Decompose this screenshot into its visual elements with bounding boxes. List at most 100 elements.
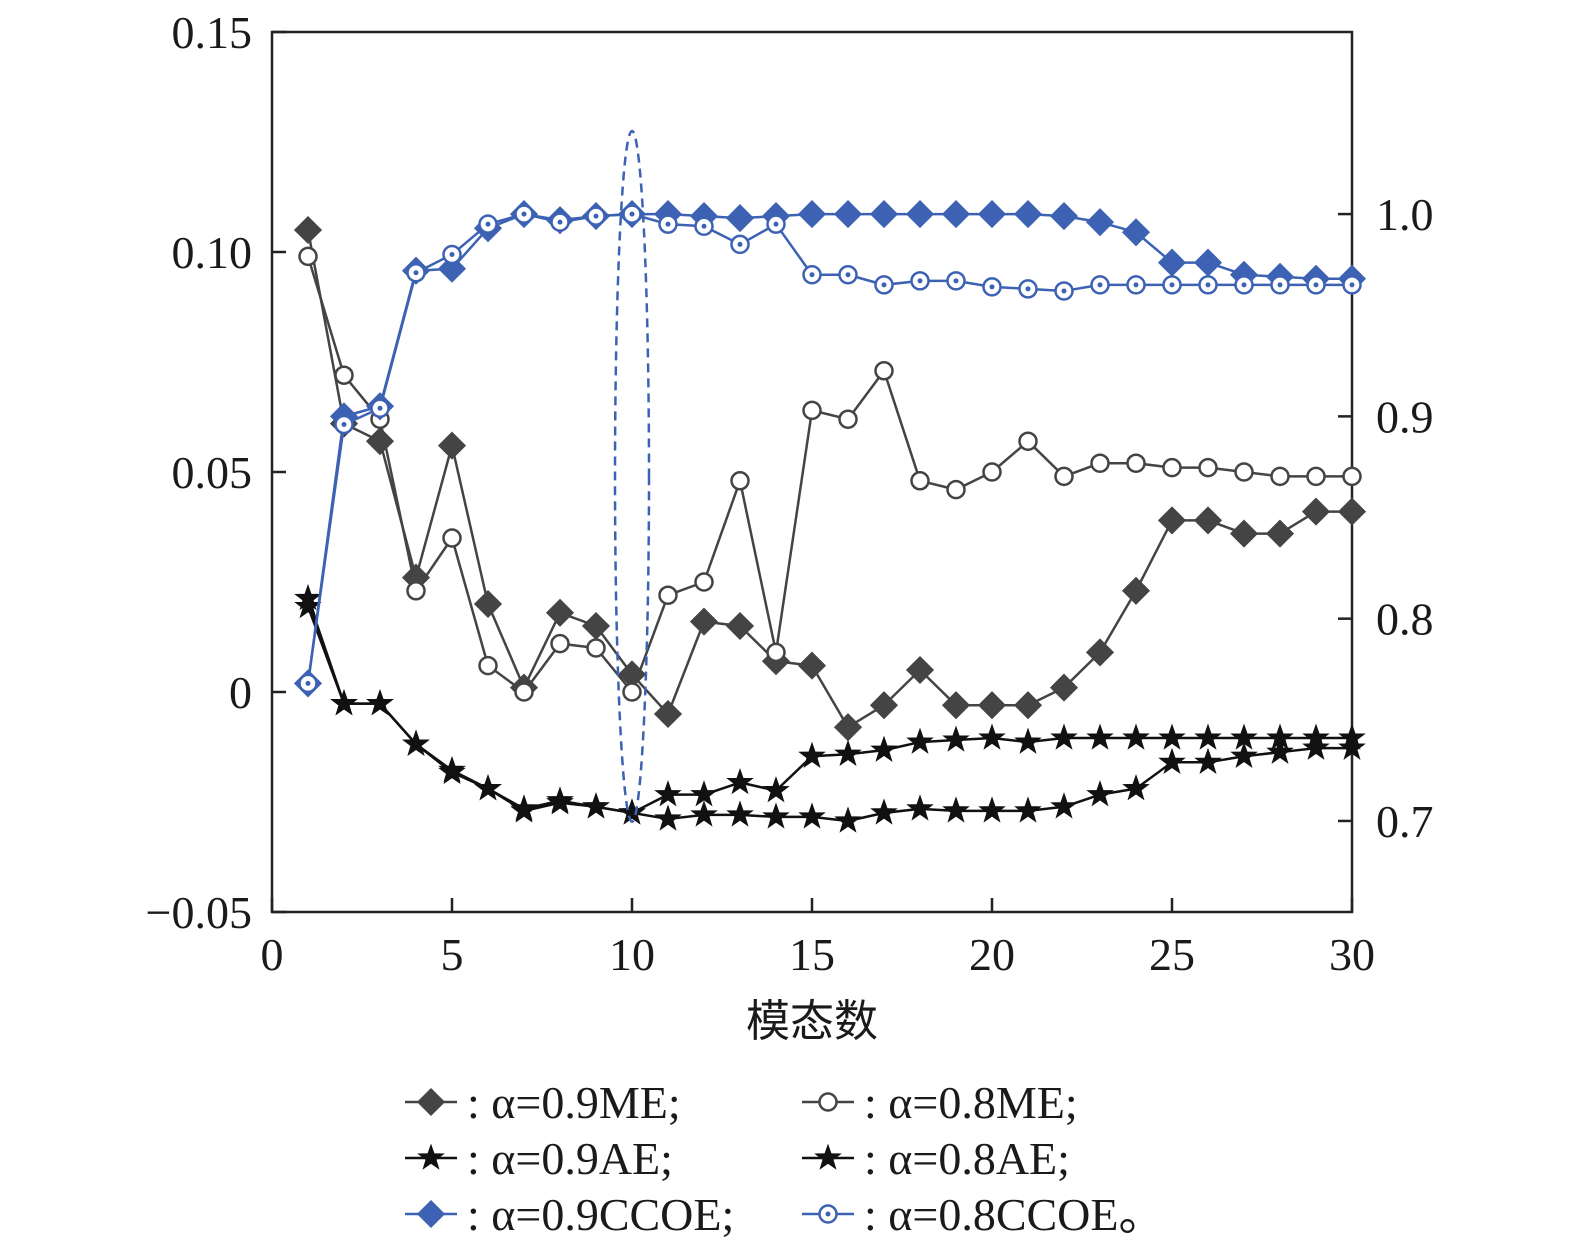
data-point bbox=[1194, 747, 1222, 775]
data-point bbox=[941, 200, 971, 229]
data-point bbox=[910, 471, 930, 491]
data-point bbox=[1270, 466, 1290, 487]
data-point bbox=[330, 689, 358, 716]
data-point-dot bbox=[1313, 282, 1319, 288]
data-point bbox=[406, 581, 426, 601]
left-y-tick-label: 0 bbox=[229, 667, 252, 718]
legend-marker bbox=[417, 1143, 445, 1170]
data-point-dot bbox=[917, 278, 923, 284]
x-tick-label: 25 bbox=[1149, 929, 1195, 980]
data-point bbox=[906, 727, 934, 754]
data-point bbox=[977, 200, 1007, 229]
data-point bbox=[1198, 457, 1218, 478]
data-point-dot bbox=[629, 211, 635, 217]
data-point bbox=[802, 400, 822, 421]
series-3 bbox=[294, 592, 1366, 825]
data-point bbox=[726, 768, 754, 795]
highlight-layer bbox=[613, 129, 651, 824]
data-point bbox=[1157, 506, 1187, 535]
data-point bbox=[942, 796, 970, 823]
data-point bbox=[1162, 457, 1182, 478]
data-point bbox=[1085, 638, 1115, 667]
left-y-tick-label: 0.10 bbox=[172, 227, 253, 278]
plot-area-border bbox=[270, 30, 1354, 914]
data-point-dot bbox=[341, 421, 347, 427]
data-point bbox=[1013, 200, 1043, 229]
data-point bbox=[730, 471, 750, 491]
series-layer bbox=[293, 200, 1367, 833]
data-point-dot bbox=[1169, 282, 1175, 288]
data-point bbox=[298, 246, 318, 267]
data-point bbox=[402, 729, 430, 756]
data-point bbox=[834, 806, 862, 833]
series-6 bbox=[298, 204, 1362, 694]
data-point bbox=[978, 796, 1006, 823]
data-point bbox=[546, 786, 574, 813]
x-tick-label: 5 bbox=[441, 929, 464, 980]
data-point bbox=[690, 800, 718, 827]
data-point bbox=[1337, 497, 1367, 526]
data-point bbox=[1229, 519, 1259, 548]
series-line bbox=[306, 598, 1352, 823]
x-tick-label: 10 bbox=[609, 929, 655, 980]
legend-item: : α=0.9AE; bbox=[405, 1133, 673, 1184]
data-point bbox=[618, 798, 646, 825]
legend-label: : α=0.9AE; bbox=[467, 1133, 673, 1184]
data-point bbox=[1054, 466, 1074, 487]
data-point bbox=[1193, 248, 1223, 277]
data-point bbox=[653, 699, 683, 729]
legend-marker bbox=[416, 1199, 446, 1229]
legend-item: : α=0.9ME; bbox=[405, 1077, 681, 1128]
data-point bbox=[870, 798, 898, 825]
data-point bbox=[366, 689, 394, 716]
data-point bbox=[982, 462, 1002, 482]
data-point bbox=[654, 780, 682, 807]
data-point bbox=[766, 642, 786, 663]
data-point bbox=[365, 427, 395, 456]
legend-item: : α=0.9CCOE; bbox=[405, 1189, 734, 1240]
x-tick-label: 30 bbox=[1329, 929, 1375, 980]
legend-label: : α=0.9CCOE; bbox=[467, 1189, 734, 1240]
data-point bbox=[905, 655, 935, 685]
data-point bbox=[833, 200, 863, 229]
data-point-dot bbox=[701, 223, 707, 229]
left-y-tick-label: 0.15 bbox=[172, 7, 253, 58]
data-point bbox=[838, 409, 858, 429]
data-point bbox=[442, 528, 462, 548]
data-point bbox=[1194, 723, 1222, 750]
data-point bbox=[690, 780, 718, 807]
data-point bbox=[545, 598, 575, 627]
legend-marker bbox=[814, 1143, 842, 1170]
right-y-tick-label: 0.7 bbox=[1376, 796, 1434, 847]
data-point bbox=[942, 725, 970, 752]
data-point bbox=[586, 638, 606, 658]
data-point bbox=[1122, 774, 1150, 801]
legend-label: : α=0.8ME; bbox=[864, 1077, 1078, 1128]
data-point-dot bbox=[1205, 282, 1211, 288]
data-point bbox=[437, 254, 467, 283]
data-point-dot bbox=[773, 221, 779, 227]
data-point bbox=[1121, 576, 1151, 605]
data-point bbox=[977, 691, 1007, 720]
data-point bbox=[946, 479, 966, 500]
data-point bbox=[1085, 208, 1115, 237]
data-point bbox=[941, 691, 971, 720]
legend-label: : α=0.9ME; bbox=[467, 1077, 681, 1128]
legend-label: : α=0.8AE; bbox=[864, 1133, 1070, 1184]
left-y-tick-label: 0.05 bbox=[172, 447, 253, 498]
data-point-dot bbox=[1025, 286, 1031, 292]
data-point-dot bbox=[449, 252, 455, 258]
highlight-ellipse bbox=[613, 129, 651, 824]
data-point bbox=[514, 682, 534, 702]
data-point bbox=[1302, 733, 1330, 760]
data-point-dot bbox=[1061, 288, 1067, 294]
data-point bbox=[1158, 723, 1186, 750]
data-point bbox=[906, 794, 934, 821]
data-point-dot bbox=[1097, 282, 1103, 288]
data-point bbox=[478, 655, 498, 676]
data-point bbox=[1193, 506, 1223, 535]
legend-label: : α=0.8CCOE。 bbox=[864, 1189, 1165, 1240]
data-point bbox=[870, 735, 898, 762]
data-point-dot bbox=[377, 405, 383, 411]
data-point bbox=[1086, 723, 1114, 750]
